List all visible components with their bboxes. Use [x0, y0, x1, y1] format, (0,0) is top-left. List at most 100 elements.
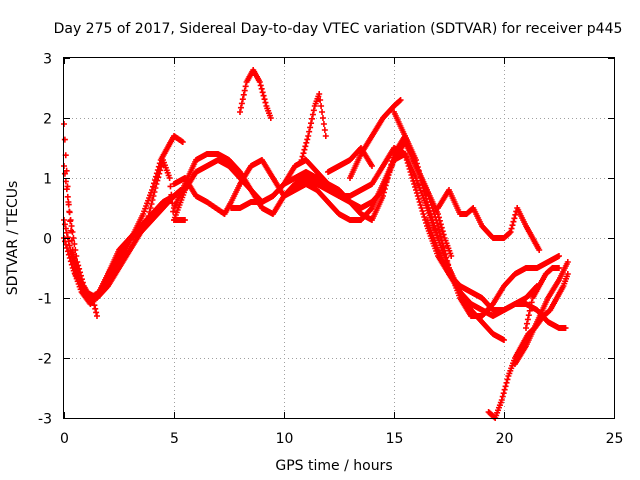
data-point: [304, 136, 311, 143]
series-arc-16: [435, 187, 543, 253]
data-point: [303, 139, 310, 146]
data-point: [242, 83, 249, 90]
data-point: [305, 133, 312, 139]
data-point: [239, 96, 246, 103]
data-point: [419, 208, 426, 214]
data-point: [67, 258, 74, 265]
data-point: [564, 271, 571, 277]
data-point: [168, 191, 175, 198]
data-point: [320, 121, 327, 127]
data-point: [499, 393, 506, 400]
data-point: [155, 174, 162, 181]
data-point: [237, 104, 244, 111]
data-point: [426, 196, 433, 202]
data-point: [556, 253, 562, 259]
data-point: [501, 386, 508, 393]
data-point: [441, 247, 448, 254]
plot-frame: [63, 57, 615, 419]
data-point: [241, 87, 248, 94]
data-point: [66, 209, 73, 216]
x-tick-label: 10: [276, 431, 294, 447]
series-arc-19: [523, 265, 562, 331]
data-point: [396, 97, 403, 104]
data-point: [503, 379, 510, 386]
data-point: [306, 128, 313, 135]
data-point: [63, 245, 70, 251]
data-point: [64, 234, 71, 241]
data-point: [153, 181, 160, 187]
data-point: [64, 193, 71, 200]
data-point: [92, 305, 99, 312]
data-point: [562, 325, 569, 331]
data-point: [424, 190, 431, 196]
y-tick-label: -1: [38, 292, 52, 308]
data-point: [166, 175, 173, 181]
data-point: [145, 213, 152, 219]
data-point: [319, 115, 326, 121]
data-point: [240, 91, 247, 98]
data-point: [506, 229, 513, 236]
data-point: [525, 312, 532, 319]
data-point: [93, 309, 100, 316]
data-point: [432, 214, 439, 220]
data-point: [257, 82, 264, 89]
x-tick-label: 5: [170, 431, 179, 447]
data-point: [439, 240, 446, 247]
data-point: [369, 163, 375, 169]
data-point: [500, 390, 507, 397]
data-point: [318, 103, 325, 109]
data-point: [498, 397, 505, 403]
data-point: [261, 96, 268, 103]
data-point: [68, 223, 75, 229]
data-point: [262, 99, 269, 106]
x-axis-label: GPS time / hours: [275, 458, 392, 474]
data-point: [63, 229, 70, 236]
data-point: [61, 221, 68, 228]
series-arc-15: [424, 217, 569, 331]
data-point: [397, 97, 404, 103]
data-point: [260, 92, 267, 99]
data-point: [526, 307, 533, 314]
data-point: [511, 215, 518, 222]
data-point: [435, 226, 442, 233]
data-point: [321, 127, 328, 133]
data-point: [448, 253, 455, 259]
data-point: [416, 199, 423, 205]
data-point: [158, 163, 165, 170]
series-arc-12: [325, 145, 375, 175]
data-point: [440, 244, 447, 250]
data-point: [319, 109, 326, 115]
data-point: [411, 181, 418, 187]
data-point: [256, 79, 263, 85]
data-point: [146, 209, 153, 215]
data-point: [154, 177, 161, 184]
data-point: [418, 205, 425, 211]
data-point: [259, 89, 266, 96]
data-point: [68, 261, 75, 268]
data-point: [150, 193, 157, 199]
data-point: [63, 186, 70, 193]
x-tick-label: 25: [606, 431, 624, 447]
data-point: [149, 197, 156, 203]
data-point: [438, 237, 445, 243]
series-arc-4: [61, 187, 186, 307]
data-point: [429, 205, 436, 211]
data-point: [148, 201, 155, 207]
series-arc-11: [298, 91, 329, 163]
data-point: [237, 109, 243, 115]
data-point: [536, 247, 543, 253]
y-tick-label: -2: [38, 352, 52, 368]
data-point: [509, 222, 516, 229]
data-point: [308, 120, 315, 127]
series-arc-10: [237, 67, 274, 121]
data-point: [67, 217, 74, 223]
data-point: [564, 259, 571, 265]
y-tick-label: 2: [43, 112, 52, 128]
data-point: [512, 211, 519, 218]
chart-title: Day 275 of 2017, Sidereal Day-to-day VTE…: [54, 21, 623, 37]
data-point: [65, 251, 72, 258]
series-arc-17: [485, 271, 571, 421]
data-point: [73, 253, 80, 259]
data-point: [70, 235, 77, 241]
